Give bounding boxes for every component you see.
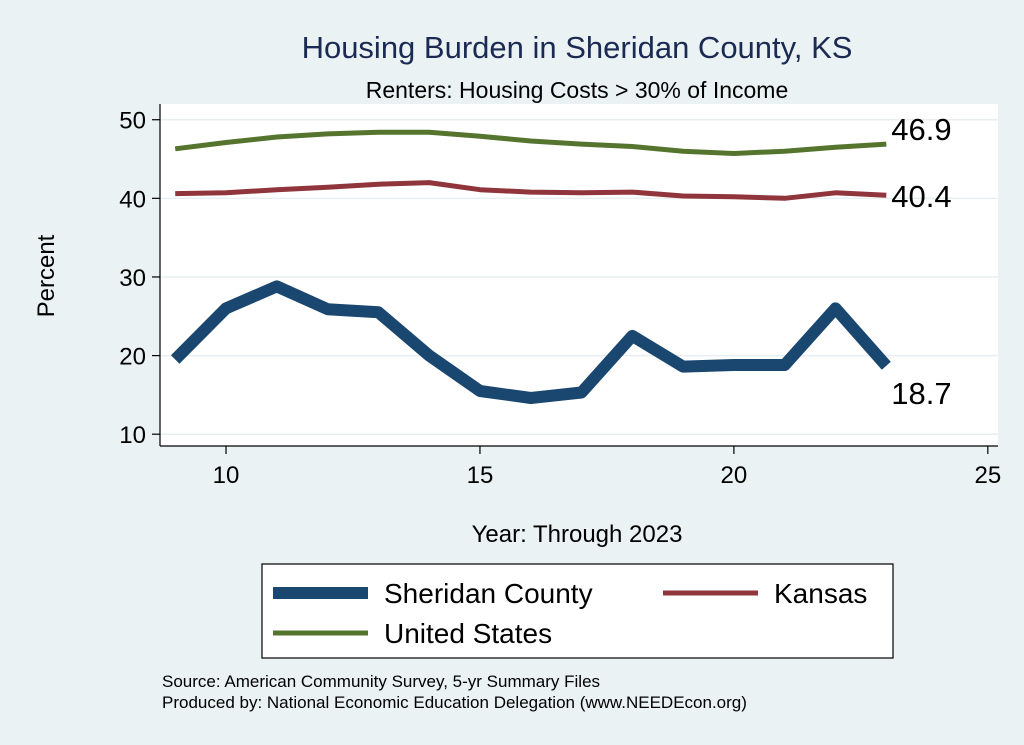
series-lines — [170, 129, 891, 404]
source-line-1: Source: American Community Survey, 5-yr … — [162, 672, 600, 691]
gridlines — [160, 118, 998, 435]
legend: Sheridan County Kansas United States — [273, 578, 867, 649]
y-tick-label: 10 — [119, 422, 146, 449]
end-labels: 18.7 40.4 46.9 — [891, 112, 951, 411]
series-line-kansas — [175, 180, 887, 201]
chart-subtitle: Renters: Housing Costs > 30% of Income — [366, 77, 789, 103]
x-tick-label: 15 — [467, 462, 494, 489]
y-tick-label: 30 — [119, 265, 146, 292]
x-axis-ticks: 10 15 20 25 — [213, 446, 1001, 489]
source-line-2: Produced by: National Economic Education… — [162, 693, 747, 712]
x-tick-label: 20 — [721, 462, 748, 489]
chart-title: Housing Burden in Sheridan County, KS — [302, 30, 853, 65]
legend-label-kansas: Kansas — [774, 578, 867, 609]
series-line-united-states — [174, 129, 887, 156]
y-axis-label: Percent — [33, 234, 60, 317]
y-axis-ticks: 10 20 30 40 50 — [119, 108, 160, 449]
series-line-sheridan-county — [170, 280, 891, 404]
legend-label-sheridan-county: Sheridan County — [384, 578, 593, 609]
end-label-sheridan-county: 18.7 — [891, 376, 951, 411]
y-tick-label: 20 — [119, 344, 146, 371]
legend-label-united-states: United States — [384, 618, 552, 649]
x-tick-label: 25 — [974, 462, 1001, 489]
y-tick-label: 50 — [119, 108, 146, 135]
legend-box — [261, 563, 894, 659]
end-label-kansas: 40.4 — [891, 179, 951, 214]
y-tick-label: 40 — [119, 186, 146, 213]
x-axis-label: Year: Through 2023 — [472, 521, 683, 548]
end-label-united-states: 46.9 — [891, 112, 951, 147]
x-tick-label: 10 — [213, 462, 240, 489]
